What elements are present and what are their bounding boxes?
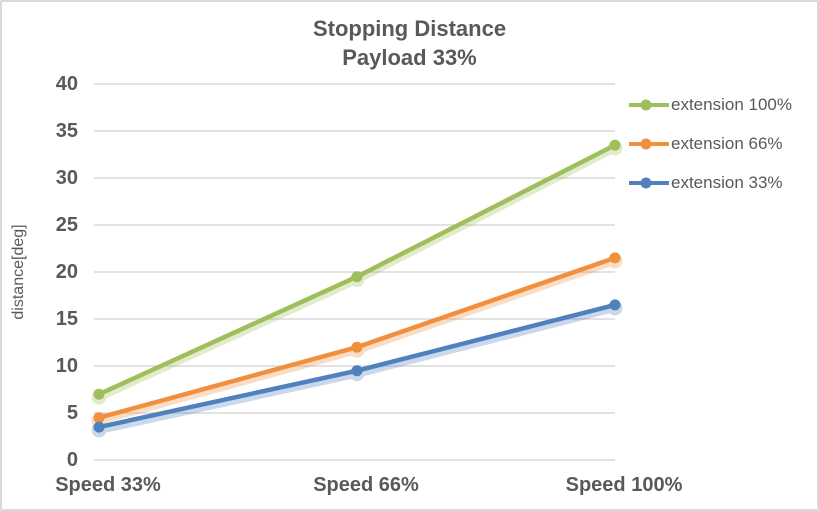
y-axis-tick-label: 30 — [55, 167, 78, 189]
y-axis-tick-label: 40 — [55, 73, 78, 95]
series-2 — [91, 299, 623, 438]
y-axis-tick-label: 35 — [55, 120, 78, 142]
chart-title-line2: Payload 33% — [342, 45, 477, 70]
x-axis-tick-label: Speed 33% — [55, 474, 161, 496]
legend-marker-icon — [629, 177, 669, 188]
data-point-marker — [609, 139, 621, 151]
legend-marker-icon — [629, 138, 669, 149]
data-point-marker — [93, 421, 105, 433]
legend-marker-icon — [629, 99, 669, 110]
legend-item-1: extension 66% — [629, 124, 792, 163]
data-point-marker — [351, 341, 363, 353]
data-point-marker — [609, 252, 621, 264]
x-axis-tick-label: Speed 66% — [313, 474, 419, 496]
y-axis-tick-label: 5 — [66, 402, 78, 424]
y-axis-tick-label: 15 — [55, 308, 78, 330]
series-1 — [91, 252, 623, 429]
data-point-marker — [351, 365, 363, 377]
chart-title-line1: Stopping Distance — [312, 16, 507, 41]
y-axis-tick-label: 0 — [66, 449, 78, 471]
y-axis-tick-label: 25 — [55, 214, 78, 236]
x-axis-tick-label: Speed 100% — [565, 474, 683, 496]
data-point-marker — [351, 271, 363, 283]
series-0 — [91, 139, 623, 405]
y-axis-tick-label: 20 — [55, 261, 78, 283]
legend-label: extension 100% — [671, 94, 792, 114]
legend: extension 100% extension 66% extension 33% — [629, 85, 792, 202]
legend-label: extension 33% — [671, 172, 783, 192]
legend-item-0: extension 100% — [629, 85, 792, 124]
legend-item-2: extension 33% — [629, 163, 792, 202]
data-point-marker — [93, 388, 105, 400]
y-axis-tick-label: 10 — [55, 355, 78, 377]
legend-label: extension 66% — [671, 133, 783, 153]
chart-title: Stopping Distance Payload 33% — [2, 14, 817, 72]
data-point-marker — [609, 299, 621, 311]
data-point-marker — [93, 412, 105, 424]
